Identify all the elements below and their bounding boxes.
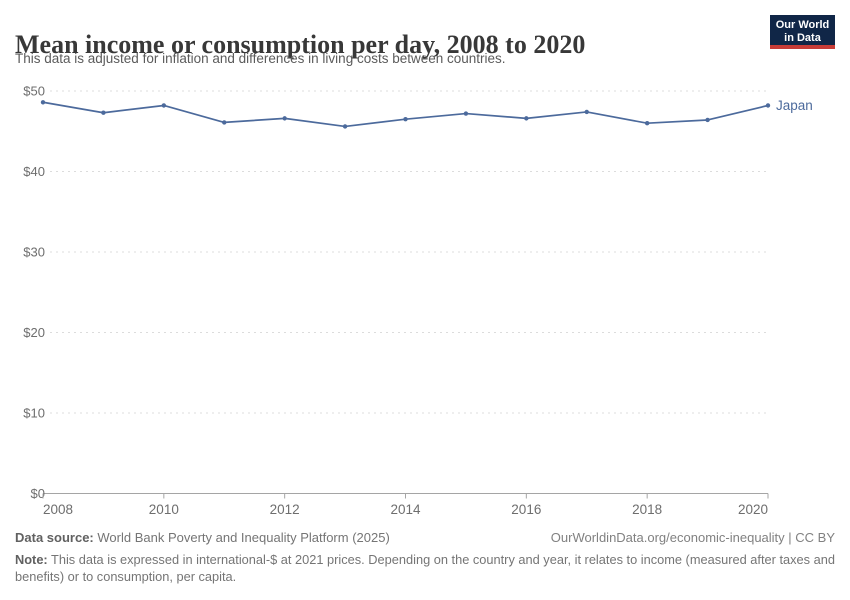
data-point-2019 (705, 117, 710, 123)
data-point-2017 (584, 109, 589, 115)
x-tick-label: 2014 (390, 502, 421, 517)
y-tick-label: $30 (23, 245, 45, 260)
page-title: Mean income or consumption per day, 2008… (15, 30, 586, 60)
y-tick-label: $10 (23, 406, 45, 421)
data-point-2015 (463, 111, 469, 116)
data-point-2016 (524, 116, 529, 121)
data-point-2012 (282, 116, 287, 121)
data-point-2010 (161, 103, 167, 108)
x-tick-label: 2008 (43, 502, 73, 517)
owid-logo: Our World in Data (770, 15, 835, 49)
y-tick-label: $40 (23, 164, 45, 179)
x-tick-label: 2020 (738, 502, 768, 517)
note-text: This data is expressed in international-… (15, 552, 835, 584)
datasource-label: Data source: (15, 530, 94, 545)
x-tick-label: 2018 (632, 502, 662, 517)
series-line-japan (42, 101, 769, 128)
x-tick-label: 2010 (149, 502, 179, 517)
chart-subtitle: This data is adjusted for inflation and … (15, 51, 506, 66)
x-tick-label: 2012 (270, 502, 300, 517)
owid-logo-text: Our World in Data (770, 15, 835, 45)
note-block: Note: This data is expressed in internat… (15, 552, 835, 585)
data-point-2009 (101, 110, 106, 115)
owid-logo-red-bar (770, 45, 835, 49)
data-point-2014 (403, 116, 408, 122)
chart-footer: Data source: World Bank Poverty and Ineq… (15, 530, 835, 585)
y-tick-label: $50 (23, 84, 45, 99)
owid-logo-line1: Our World (775, 19, 830, 31)
note-label: Note: (15, 552, 48, 567)
data-point-2018 (644, 121, 650, 126)
y-tick-label: $0 (31, 486, 45, 501)
data-point-2011 (222, 120, 227, 125)
datasource-value: World Bank Poverty and Inequality Platfo… (97, 530, 390, 545)
series-label-japan: Japan (776, 98, 813, 113)
data-point-2013 (342, 124, 348, 129)
data-point-2008 (40, 100, 46, 105)
y-tick-label: $20 (23, 325, 45, 340)
x-tick-label: 2016 (511, 502, 541, 517)
credit-link[interactable]: OurWorldinData.org/economic-inequality |… (550, 530, 835, 545)
data-point-2020 (765, 103, 771, 108)
owid-logo-line2: in Data (784, 32, 821, 44)
